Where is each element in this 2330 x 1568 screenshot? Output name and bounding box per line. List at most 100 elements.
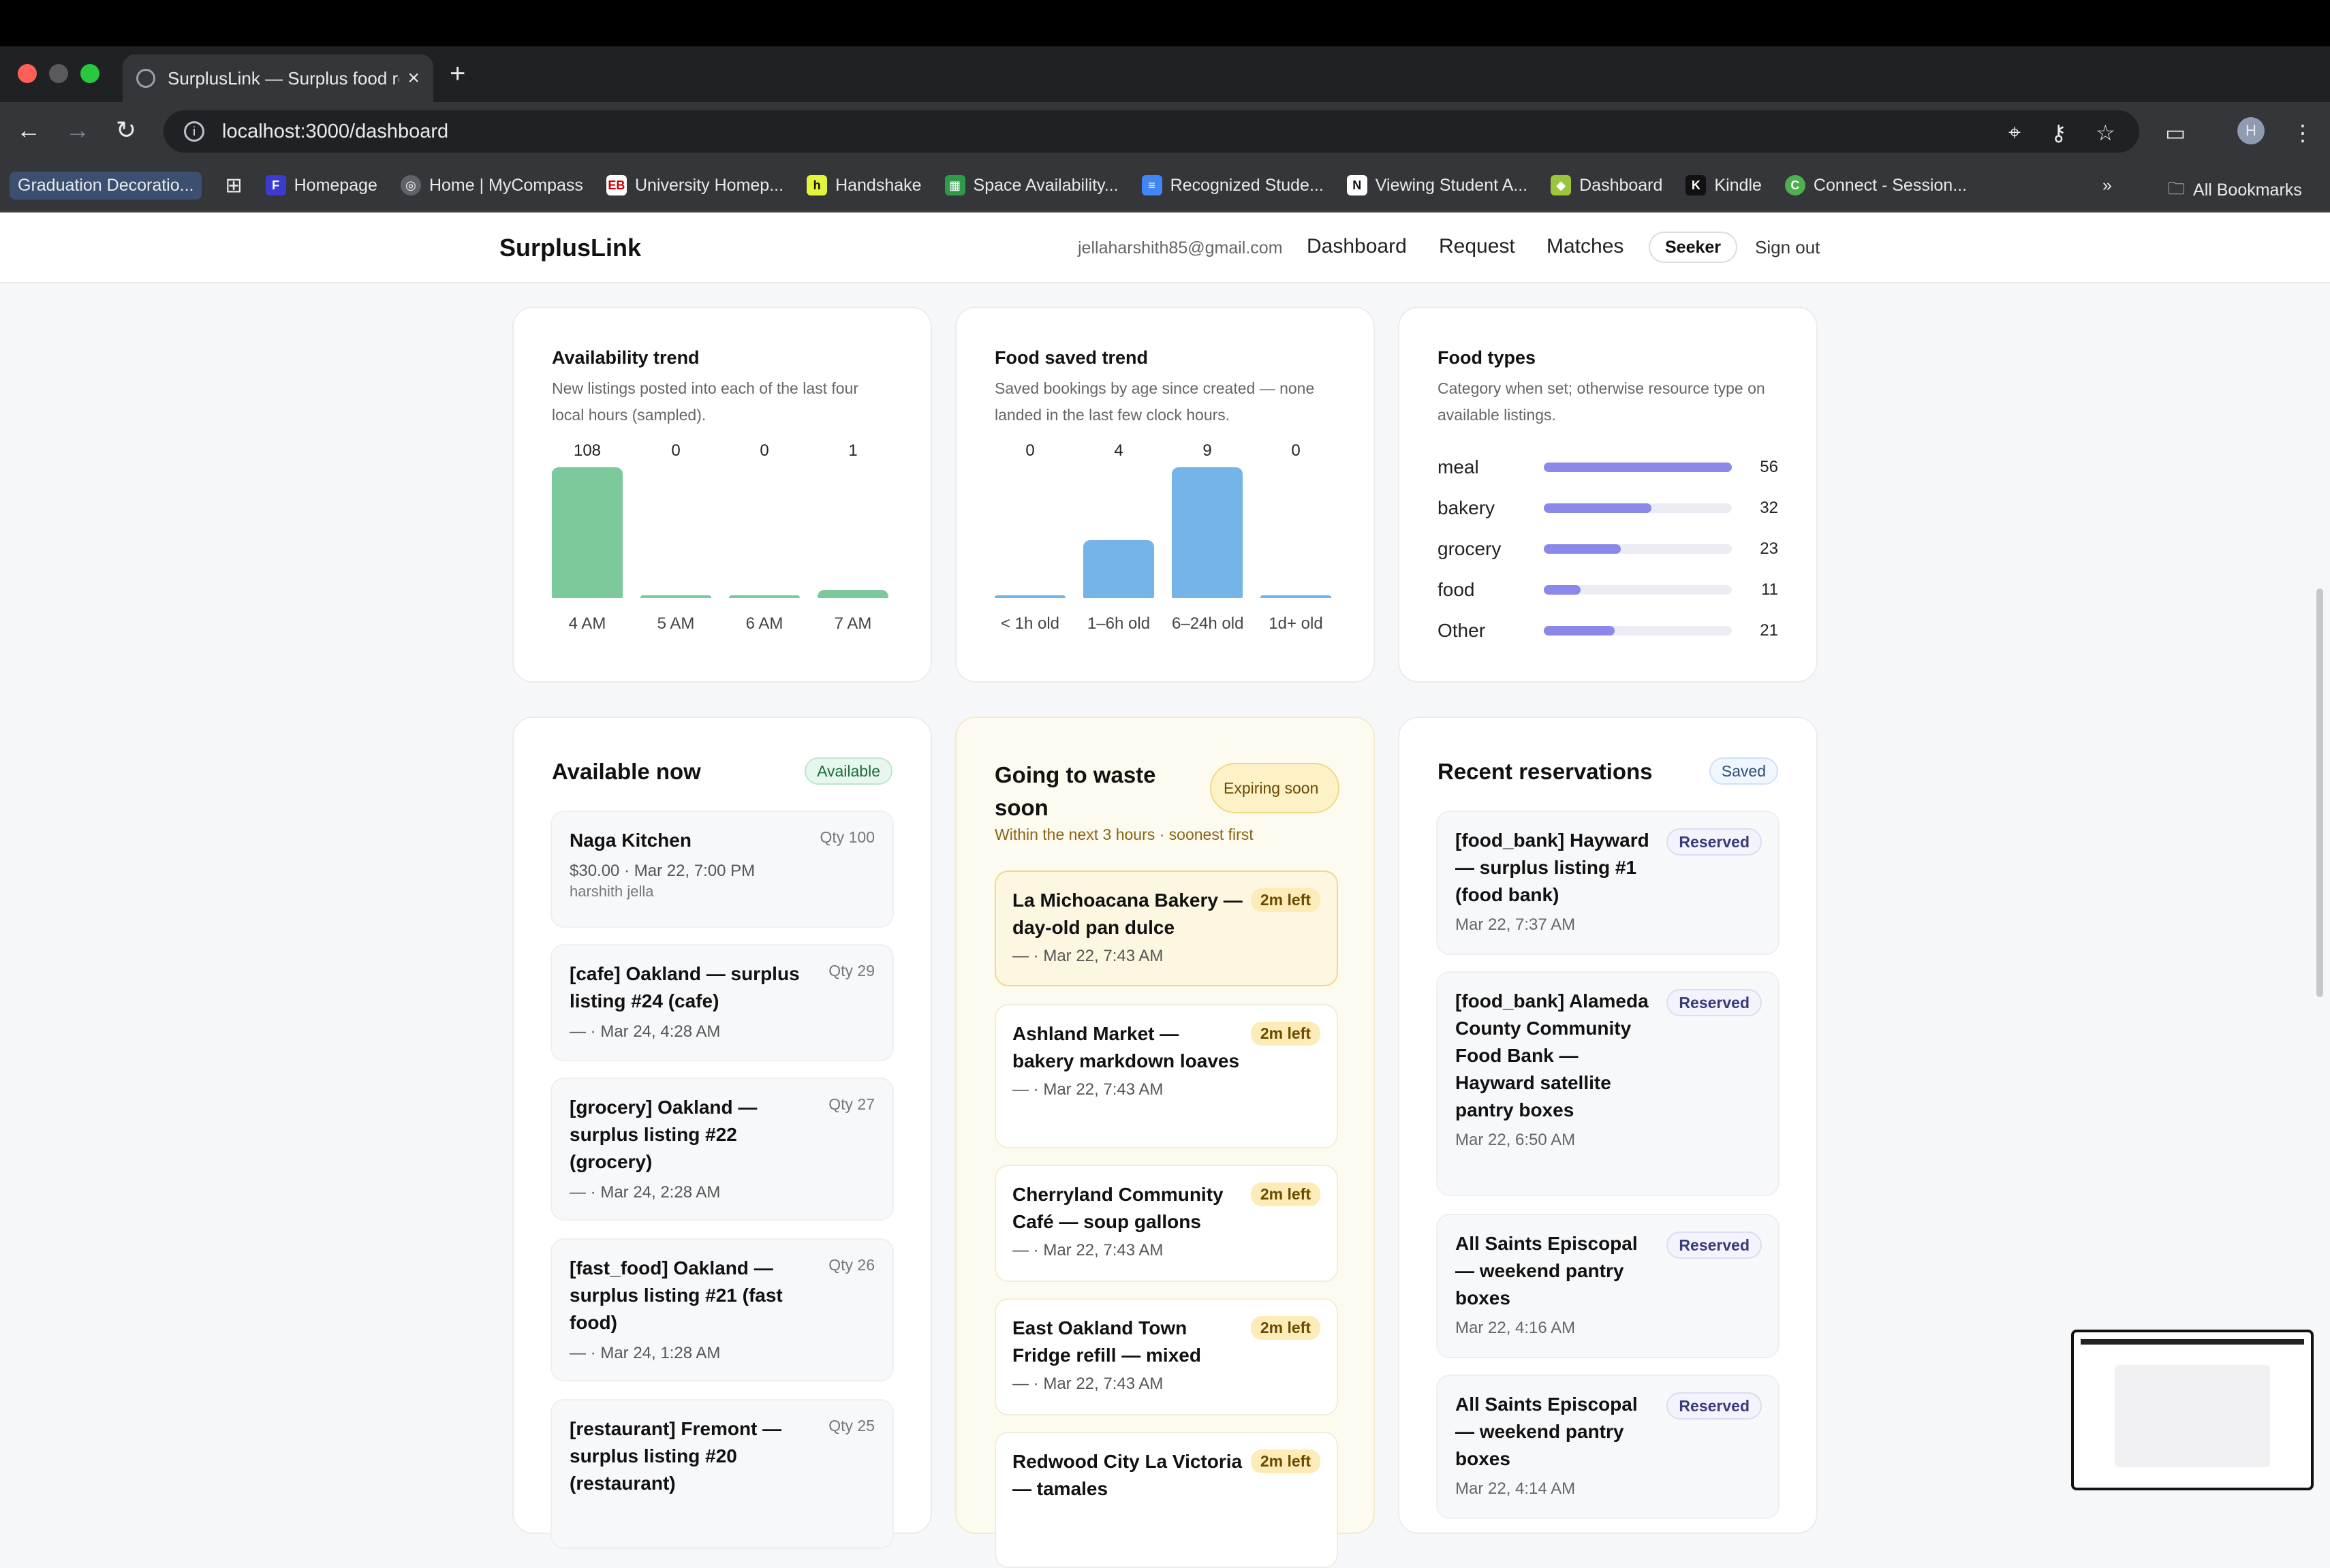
bookmark-label: Viewing Student A... <box>1375 175 1528 195</box>
address-bar[interactable]: i localhost:3000/dashboard <box>164 110 2139 153</box>
list-item[interactable]: [restaurant] Fremont — surplus listing #… <box>550 1399 894 1549</box>
profile-avatar[interactable]: H <box>2237 117 2265 144</box>
key-icon[interactable]: ⚷ <box>2051 121 2067 145</box>
f-icon: F <box>265 175 286 195</box>
list-item[interactable]: Naga Kitchen $30.00 · Mar 22, 7:00 PM ha… <box>550 811 894 928</box>
back-icon[interactable]: ← <box>16 116 41 144</box>
card-subtitle: New listings posted into each of the las… <box>552 379 859 424</box>
reserved-badge: Reserved <box>1666 1232 1762 1259</box>
brand-logo[interactable]: SurplusLink <box>499 234 642 262</box>
food-saved-value-label-0: 0 <box>1025 441 1035 460</box>
list-item[interactable]: All Saints Episcopal — weekend pantry bo… <box>1436 1375 1780 1519</box>
availability-chart: 108 4 AM 0 5 AM 0 6 AM 1 7 AM <box>552 441 892 633</box>
bookmark-label: Homepage <box>294 175 377 195</box>
nav-dashboard[interactable]: Dashboard <box>1307 235 1407 257</box>
bookmark-10[interactable]: C Connect - Session... <box>1784 175 1967 195</box>
food-type-track <box>1544 626 1732 636</box>
saved-badge: Saved <box>1709 757 1778 785</box>
list-item[interactable]: Redwood City La Victoria — tamales 2m le… <box>995 1432 1338 1568</box>
more-menu-icon[interactable]: ⋮ <box>2292 121 2314 145</box>
bookmarks-bar: Graduation Decoratio... ⊞ F Homepage ◎ Hom… <box>0 159 2330 213</box>
time-left-badge: 2m left <box>1250 1449 1320 1473</box>
all-bookmarks-button[interactable]: 🗀 All Bookmarks <box>2168 176 2302 205</box>
item-qty: Qty 29 <box>828 962 875 979</box>
list-item[interactable]: East Oakland Town Fridge refill — mixed … <box>995 1298 1338 1415</box>
list-item[interactable]: [food_bank] Alameda County Community Foo… <box>1436 971 1780 1196</box>
list-item[interactable]: All Saints Episcopal — weekend pantry bo… <box>1436 1214 1780 1358</box>
food-type-row-1: bakery 32 <box>1438 496 1778 520</box>
card-title: Food saved trend <box>995 347 1149 368</box>
bookmark-1[interactable]: F Homepage <box>265 175 377 195</box>
list-item[interactable]: Cherryland Community Café — soup gallons… <box>995 1165 1338 1282</box>
new-tab-icon[interactable]: + <box>450 59 466 89</box>
role-badge[interactable]: Seeker <box>1649 232 1738 263</box>
nav-matches[interactable]: Matches <box>1547 235 1624 257</box>
bookmark-8[interactable]: ◆ Dashboard <box>1551 175 1662 195</box>
close-tab-icon[interactable]: × <box>407 67 420 89</box>
availability-category-label-0: 4 AM <box>568 614 606 633</box>
bookmark-4[interactable]: h Handshake <box>807 175 922 195</box>
list-item[interactable]: [fast_food] Oakland — surplus listing #2… <box>550 1238 894 1381</box>
maximize-window-button[interactable] <box>80 64 99 83</box>
page-scrollbar[interactable] <box>2316 589 2323 997</box>
reload-icon[interactable]: ↻ <box>116 116 137 144</box>
section-subtitle: Within the next 3 hours · soonest first <box>995 826 1254 843</box>
location-icon[interactable]: ⌖ <box>2008 120 2021 144</box>
bookmark-2[interactable]: ◎ Home | MyCompass <box>400 175 583 195</box>
bookmark-label: Graduation Decoratio... <box>18 175 194 195</box>
section-title: Available now <box>552 759 701 784</box>
item-name: [grocery] Oakland — surplus listing #22 … <box>570 1097 758 1172</box>
food-saved-bar-0 <box>995 595 1066 598</box>
bookmark-0[interactable]: Graduation Decoratio... <box>10 171 202 200</box>
bookmark-7[interactable]: N Viewing Student A... <box>1346 175 1528 195</box>
site-info-icon[interactable]: i <box>184 121 204 142</box>
availability-category-label-1: 5 AM <box>657 614 695 633</box>
cube-icon: ◆ <box>1551 175 1572 195</box>
food-saved-category-label-0: < 1h old <box>1000 614 1060 633</box>
nav-request[interactable]: Request <box>1439 235 1515 257</box>
bookmark-3[interactable]: EB University Homep... <box>606 175 783 195</box>
food-type-bar-0 <box>1544 462 1732 472</box>
list-item[interactable]: [grocery] Oakland — surplus listing #22 … <box>550 1078 894 1221</box>
item-meta: — · Mar 22, 7:43 AM <box>1012 1375 1164 1393</box>
bookmark-label: Dashboard <box>1579 175 1663 195</box>
screen-preview-thumbnail[interactable] <box>2071 1330 2314 1490</box>
close-window-button[interactable] <box>18 64 37 83</box>
item-name: Ashland Market — bakery markdown loaves <box>1012 1023 1240 1071</box>
user-email: jellaharshith85@gmail.com <box>1078 238 1283 257</box>
item-owner: harshith jella <box>570 883 654 900</box>
sign-out-button[interactable]: Sign out <box>1755 237 1820 257</box>
bookmark-9[interactable]: K Kindle <box>1686 175 1762 195</box>
food-saved-chart: 0 < 1h old 4 1–6h old 9 6–24h old 0 1d+ old <box>995 441 1335 633</box>
availability-bar-1 <box>640 595 711 598</box>
minimize-window-button[interactable] <box>49 64 68 83</box>
bookmark-5[interactable]: ▦ Space Availability... <box>944 175 1119 195</box>
more-bookmarks-icon[interactable]: » <box>2102 176 2112 195</box>
availability-value-label-1: 0 <box>671 441 681 460</box>
browser-tab[interactable]: SurplusLink — Surplus food re × <box>123 54 433 102</box>
food-type-name: meal <box>1438 456 1479 477</box>
star-icon[interactable]: ☆ <box>2096 121 2115 145</box>
food-saved-value-label-2: 9 <box>1202 441 1212 460</box>
app-header <box>0 213 2330 283</box>
food-type-track <box>1544 585 1732 595</box>
food-type-count: 23 <box>1760 539 1778 558</box>
forward-icon[interactable]: → <box>65 116 90 144</box>
apps-icon[interactable]: ⊞ <box>225 174 242 198</box>
item-meta: $30.00 · Mar 22, 7:00 PM <box>570 862 756 880</box>
food-saved-trend-card: Food saved trend Saved bookings by age s… <box>955 307 1375 683</box>
list-item[interactable]: [food_bank] Hayward — surplus listing #1… <box>1436 811 1780 955</box>
bookmark-6[interactable]: ≡ Recognized Stude... <box>1141 175 1324 195</box>
cast-icon[interactable]: ▭ <box>2165 121 2186 145</box>
food-type-name: grocery <box>1438 538 1502 559</box>
thumbnail-content <box>2115 1365 2270 1467</box>
item-name: Cherryland Community Café — soup gallons <box>1012 1184 1224 1232</box>
list-item[interactable]: La Michoacana Bakery — day-old pan dulce… <box>995 871 1338 986</box>
url-text: localhost:3000/dashboard <box>222 120 449 142</box>
food-type-name: food <box>1438 579 1475 600</box>
list-item[interactable]: Ashland Market — bakery markdown loaves … <box>995 1004 1338 1148</box>
item-name: [food_bank] Alameda County Community Foo… <box>1455 990 1649 1120</box>
notion-icon: N <box>1346 175 1367 195</box>
list-item[interactable]: [cafe] Oakland — surplus listing #24 (ca… <box>550 944 894 1061</box>
reserved-badge: Reserved <box>1666 989 1762 1016</box>
